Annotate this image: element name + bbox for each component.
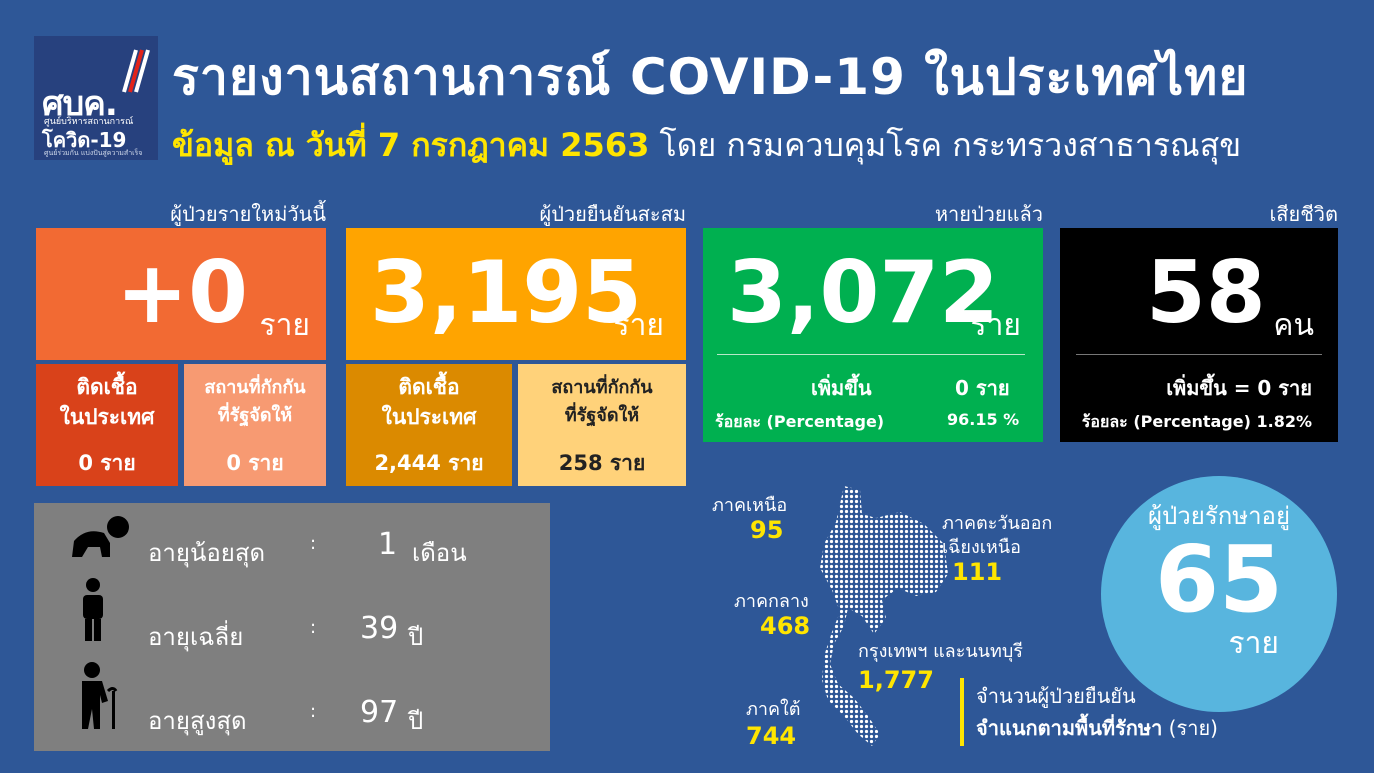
new-local-box: ติดเชื้อ ในประเทศ 0 ราย bbox=[36, 364, 178, 486]
recovered-percent-value: 96.15 % bbox=[947, 410, 1020, 429]
recovered-divider bbox=[717, 354, 1025, 355]
thailand-map-icon bbox=[820, 486, 948, 746]
age-max-unit: ปี bbox=[408, 707, 424, 735]
treatment-value: 65 bbox=[1154, 526, 1284, 633]
cumulative-header: ผู้ป่วยยืนยันสะสม bbox=[539, 202, 686, 226]
new-cases-unit: ราย bbox=[259, 308, 310, 343]
region-north: ภาคเหนือ 95 bbox=[712, 494, 787, 542]
logo-abbr: ศบค. bbox=[42, 84, 118, 124]
recovered-percent-label: ร้อยละ (Percentage) bbox=[715, 412, 885, 431]
recovered-increase-label: เพิ่มขึ้น bbox=[811, 376, 872, 400]
cumulative-card: 3,195 ราย bbox=[346, 228, 686, 360]
source-text: โดย กรมควบคุมโรค กระทรวงสาธารณสุข bbox=[659, 126, 1242, 164]
cum-quarantine-box: สถานที่กักกัน ที่รัฐจัดให้ 258 ราย bbox=[518, 364, 686, 486]
age-avg-sep: : bbox=[310, 617, 317, 638]
recovered-value: 3,072 bbox=[727, 243, 1000, 343]
legend-line2-rest: (ราย) bbox=[1162, 716, 1218, 740]
region-bangkok-name: กรุงเทพฯ และนนทบุรี bbox=[858, 641, 1023, 662]
logo-line3: ศูนย์ร่วมกัน แบ่งปันสู่ความสำเร็จ bbox=[44, 149, 143, 157]
new-local-value: 0 ราย bbox=[78, 451, 136, 475]
region-bangkok: กรุงเทพฯ และนนทบุรี 1,777 bbox=[858, 640, 1023, 692]
new-quarantine-value: 0 ราย bbox=[226, 451, 284, 475]
age-max-value: 97 bbox=[360, 695, 399, 730]
cum-quarantine-label: สถานที่กักกัน ที่รัฐจัดให้ bbox=[551, 377, 653, 426]
region-south-name: ภาคใต้ bbox=[746, 699, 801, 720]
legend-line1: จำนวนผู้ป่วยยืนยัน bbox=[976, 684, 1136, 708]
deaths-card: 58 คน เพิ่มขึ้น = 0 ราย ร้อยละ (Percenta… bbox=[1060, 228, 1338, 442]
cum-quarantine-value: 258 ราย bbox=[558, 451, 646, 475]
cum-local-box: ติดเชื้อ ในประเทศ 2,444 ราย bbox=[346, 364, 512, 486]
age-avg-label: อายุเฉลี่ย bbox=[148, 623, 244, 651]
treatment-label: ผู้ป่วยรักษาอยู่ bbox=[1147, 502, 1291, 530]
legend-line2-bold: จำแนกตามพื้นที่รักษา bbox=[976, 716, 1163, 740]
region-northeast-value: 111 bbox=[952, 558, 1003, 586]
treatment-circle: ผู้ป่วยรักษาอยู่ 65 ราย bbox=[1101, 476, 1337, 712]
new-quarantine-label: สถานที่กักกัน ที่รัฐจัดให้ bbox=[204, 377, 306, 426]
deaths-divider bbox=[1076, 354, 1322, 355]
treatment-unit: ราย bbox=[1228, 626, 1279, 661]
date-highlight: ข้อมูล ณ วันที่ 7 กรกฎาคม 2563 bbox=[172, 126, 650, 164]
region-central: ภาคกลาง 468 bbox=[734, 590, 810, 638]
age-avg-unit: ปี bbox=[408, 623, 424, 651]
thai-flag-icon bbox=[122, 49, 150, 93]
new-cases-card: +0 ราย bbox=[36, 228, 326, 360]
deaths-unit: คน bbox=[1273, 308, 1314, 343]
recovered-card: 3,072 ราย เพิ่มขึ้น 0 ราย ร้อยละ (Percen… bbox=[703, 228, 1043, 442]
region-bangkok-value: 1,777 bbox=[858, 666, 934, 694]
region-central-value: 468 bbox=[760, 612, 811, 640]
age-max-label: อายุสูงสุด bbox=[148, 707, 247, 735]
age-min-value: 1 bbox=[378, 527, 398, 562]
age-min-unit: เดือน bbox=[412, 539, 467, 567]
page-title: รายงานสถานการณ์ COVID-19 ในประเทศไทย bbox=[172, 48, 1249, 106]
page-subtitle: ข้อมูล ณ วันที่ 7 กรกฎาคม 2563 โดย กรมคว… bbox=[172, 120, 1241, 171]
region-northeast-name1: ภาคตะวันออก bbox=[942, 513, 1053, 534]
recovered-increase-value: 0 ราย bbox=[955, 376, 1010, 400]
region-central-name: ภาคกลาง bbox=[734, 591, 809, 612]
logo-line1: ศูนย์บริหารสถานการณ์ bbox=[44, 117, 134, 127]
deaths-value: 58 bbox=[1146, 243, 1266, 343]
region-north-value: 95 bbox=[750, 516, 784, 544]
cumulative-unit: ราย bbox=[613, 308, 664, 343]
age-avg-value: 39 bbox=[360, 611, 399, 646]
cum-local-value: 2,444 ราย bbox=[374, 451, 484, 475]
cum-local-label: ติดเชื้อ ในประเทศ bbox=[381, 375, 477, 429]
cumulative-value: 3,195 bbox=[370, 243, 643, 343]
new-quarantine-box: สถานที่กักกัน ที่รัฐจัดให้ 0 ราย bbox=[184, 364, 326, 486]
adult-icon bbox=[83, 578, 103, 641]
new-cases-header: ผู้ป่วยรายใหม่วันนี้ bbox=[170, 202, 326, 226]
new-local-label: ติดเชื้อ ในประเทศ bbox=[59, 375, 155, 429]
region-northeast: ภาคตะวันออก เฉียงเหนือ 111 bbox=[942, 512, 1052, 584]
baby-icon bbox=[72, 516, 129, 557]
logo-line2: โควิด-19 bbox=[42, 128, 127, 152]
region-south: ภาคใต้ 744 bbox=[746, 698, 801, 748]
elderly-icon bbox=[82, 662, 118, 729]
age-min-label: อายุน้อยสุด bbox=[148, 539, 266, 567]
recovered-unit: ราย bbox=[970, 308, 1021, 343]
deaths-header: เสียชีวิต bbox=[1269, 202, 1338, 226]
deaths-increase: เพิ่มขึ้น = 0 ราย bbox=[1166, 376, 1312, 400]
age-panel: อายุน้อยสุด : 1 เดือน อายุเฉลี่ย : 39 ปี… bbox=[34, 503, 550, 751]
deaths-percent: ร้อยละ (Percentage) 1.82% bbox=[1081, 412, 1312, 431]
logo: ศบค. ศูนย์บริหารสถานการณ์ โควิด-19 ศูนย์… bbox=[34, 36, 158, 160]
age-max-sep: : bbox=[310, 701, 317, 722]
legend-bar bbox=[960, 678, 964, 746]
legend-line2: จำแนกตามพื้นที่รักษา (ราย) bbox=[976, 712, 1218, 744]
new-cases-value: +0 bbox=[116, 243, 248, 343]
region-northeast-name2: เฉียงเหนือ bbox=[942, 537, 1021, 558]
age-min-sep: : bbox=[310, 533, 317, 554]
region-south-value: 744 bbox=[746, 722, 797, 750]
recovered-header: หายป่วยแล้ว bbox=[934, 202, 1043, 226]
region-north-name: ภาคเหนือ bbox=[712, 495, 788, 516]
